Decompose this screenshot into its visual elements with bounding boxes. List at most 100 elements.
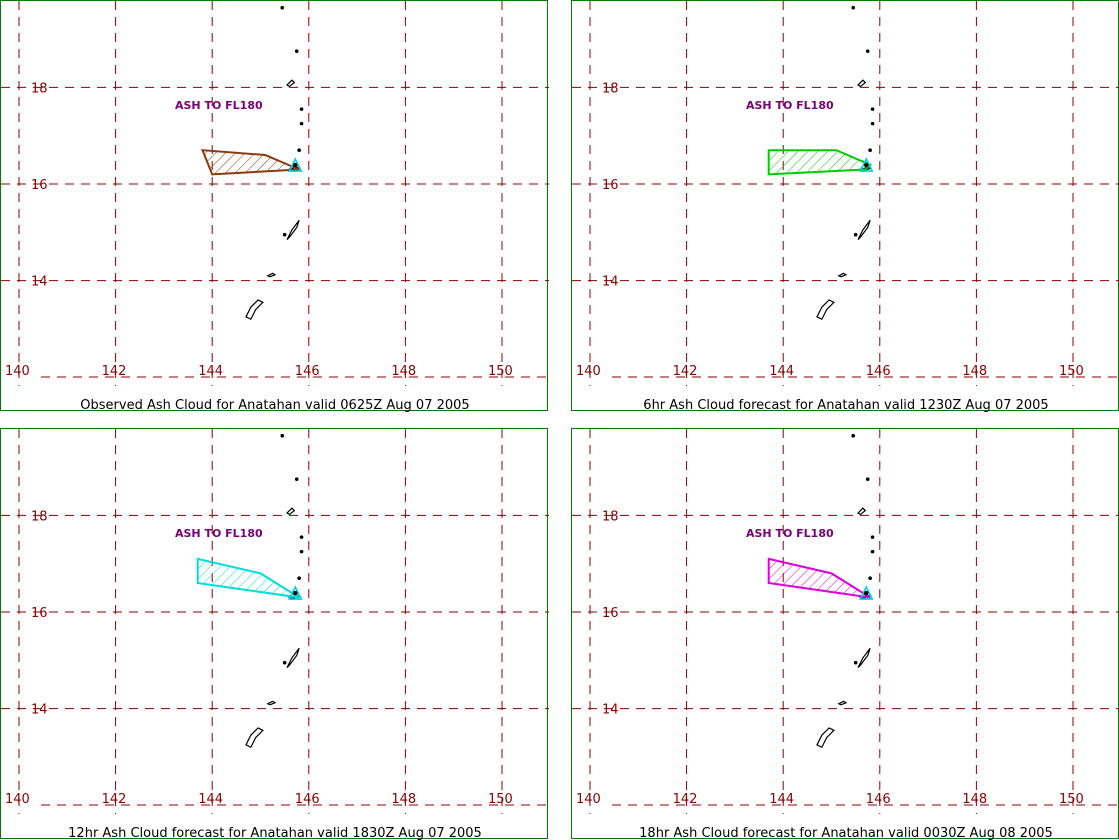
island-dot-5	[282, 660, 287, 665]
volcano-vent-icon	[864, 590, 869, 596]
lon-tick-140: 140	[576, 792, 601, 807]
lat-tick-14: 14	[602, 275, 619, 290]
lat-tick-14: 14	[31, 703, 48, 718]
lat-tick-16: 16	[602, 178, 619, 193]
ash-label: ASH TO FL180	[175, 527, 263, 540]
island-outline-1	[266, 272, 277, 278]
island-dot-0	[280, 433, 285, 438]
lon-tick-140: 140	[5, 364, 30, 379]
lon-tick-148: 148	[962, 792, 987, 807]
island-dot-5	[853, 232, 858, 237]
lat-tick-18: 18	[31, 509, 48, 524]
lon-tick-148: 148	[391, 364, 416, 379]
volcano-triangle-icon	[858, 585, 874, 600]
volcano-vent-icon	[864, 162, 869, 168]
panel-title: 6hr Ash Cloud forecast for Anatahan vali…	[643, 398, 1048, 412]
lat-tick-14: 14	[31, 275, 48, 290]
island-dot-0	[280, 5, 285, 10]
lat-tick-14: 14	[602, 703, 619, 718]
lon-tick-144: 144	[769, 792, 794, 807]
island-outline-3	[286, 507, 296, 516]
island-dot-0	[851, 5, 856, 10]
volcano-triangle-icon	[287, 157, 303, 172]
map-fcst6: 140 142 144 146 148 150 14 16 18 ASH TO FL180 6hr …	[572, 1, 1119, 412]
ash-cloud-polygon	[201, 149, 300, 176]
island-outline-2	[286, 647, 300, 668]
island-dot-5	[282, 232, 287, 237]
lat-tick-16: 16	[602, 606, 619, 621]
panel-observed: 140 142 144 146 148 150 14 16 18 ASH TO FL180 Obse…	[0, 0, 549, 412]
map-fcst18: 140 142 144 146 148 150 14 16 18 ASH TO FL180 18hr…	[572, 429, 1119, 840]
map-fcst12: 140 142 144 146 148 150 14 16 18 ASH TO FL180 12hr…	[1, 429, 549, 840]
lon-tick-144: 144	[198, 792, 223, 807]
island-outline-3	[286, 79, 296, 88]
lat-tick-18: 18	[602, 81, 619, 96]
volcano-vent-icon	[293, 162, 298, 168]
island-dot-4	[297, 148, 301, 152]
island-dot-3	[870, 549, 875, 554]
panel-fcst18: 140 142 144 146 148 150 14 16 18 ASH TO FL180 18hr…	[571, 428, 1119, 840]
panel-fcst12: 140 142 144 146 148 150 14 16 18 ASH TO FL180 12hr…	[0, 428, 549, 840]
panel-fcst6: 140 142 144 146 148 150 14 16 18 ASH TO FL180 6hr …	[571, 0, 1119, 412]
lon-tick-142: 142	[673, 364, 698, 379]
lon-tick-150: 150	[1059, 792, 1084, 807]
island-dot-1	[294, 477, 299, 481]
volcano-triangle-icon	[287, 585, 303, 600]
lon-tick-146: 146	[866, 364, 891, 379]
lon-tick-150: 150	[488, 792, 513, 807]
lon-tick-150: 150	[488, 364, 513, 379]
ash-cloud-polygon	[767, 149, 872, 176]
lon-tick-146: 146	[295, 792, 320, 807]
island-dot-1	[294, 49, 299, 53]
map-observed: 140 142 144 146 148 150 14 16 18 ASH TO FL180 Obse…	[1, 1, 549, 412]
island-outline-1	[837, 272, 848, 278]
island-dot-4	[297, 576, 301, 580]
ash-cloud-polygon	[767, 557, 871, 599]
lon-tick-148: 148	[391, 792, 416, 807]
island-dot-2	[299, 535, 304, 539]
island-dot-3	[299, 121, 304, 126]
lon-tick-140: 140	[5, 792, 30, 807]
lon-tick-142: 142	[102, 364, 127, 379]
ash-cloud-polygon	[196, 557, 300, 599]
panel-title: Observed Ash Cloud for Anatahan valid 06…	[80, 398, 469, 412]
island-dot-1	[865, 49, 870, 53]
island-outline-1	[266, 700, 277, 706]
island-dot-5	[853, 660, 858, 665]
island-dot-4	[868, 576, 872, 580]
island-outline-2	[857, 219, 871, 240]
lon-tick-148: 148	[962, 364, 987, 379]
island-dot-2	[870, 107, 875, 111]
island-outline-3	[857, 507, 867, 516]
volcano-triangle-icon	[858, 157, 874, 172]
ash-label: ASH TO FL180	[746, 527, 834, 540]
lon-tick-146: 146	[295, 364, 320, 379]
lon-tick-142: 142	[673, 792, 698, 807]
lon-tick-150: 150	[1059, 364, 1084, 379]
island-outline-0	[245, 299, 264, 321]
lon-tick-146: 146	[866, 792, 891, 807]
panel-title: 18hr Ash Cloud forecast for Anatahan val…	[639, 826, 1053, 840]
ash-label: ASH TO FL180	[746, 99, 834, 112]
lon-tick-144: 144	[198, 364, 223, 379]
island-outline-1	[837, 700, 848, 706]
lat-tick-16: 16	[31, 606, 48, 621]
lon-tick-142: 142	[102, 792, 127, 807]
lat-tick-16: 16	[31, 178, 48, 193]
lat-tick-18: 18	[31, 81, 48, 96]
island-outline-0	[816, 299, 835, 321]
ash-label: ASH TO FL180	[175, 99, 263, 112]
island-dot-2	[870, 535, 875, 539]
island-dot-0	[851, 433, 856, 438]
island-outline-0	[816, 727, 835, 749]
island-dot-3	[870, 121, 875, 126]
island-dot-4	[868, 148, 872, 152]
island-outline-3	[857, 79, 867, 88]
island-outline-2	[857, 647, 871, 668]
panel-title: 12hr Ash Cloud forecast for Anatahan val…	[68, 826, 482, 840]
island-dot-2	[299, 107, 304, 111]
island-outline-0	[245, 727, 264, 749]
island-dot-1	[865, 477, 870, 481]
lon-tick-144: 144	[769, 364, 794, 379]
lat-tick-18: 18	[602, 509, 619, 524]
